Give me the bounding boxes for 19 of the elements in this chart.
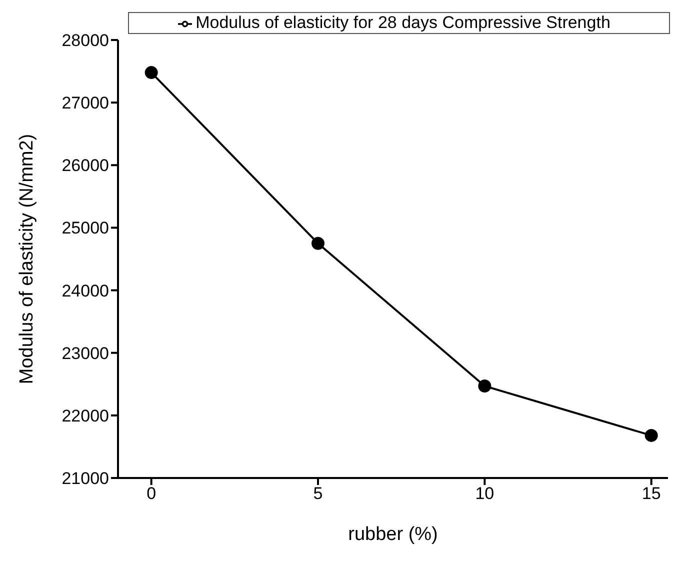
point	[644, 428, 658, 442]
y-tick-label: 21000	[62, 469, 109, 488]
point	[312, 236, 324, 250]
point	[478, 380, 492, 393]
y-tick-label: 24000	[62, 281, 109, 300]
y-tick-label: 28000	[62, 31, 109, 50]
x-axis-title: rubber (%)	[348, 524, 438, 545]
y-tick-label: 23000	[62, 344, 109, 363]
y-tick-label: 25000	[62, 218, 109, 238]
y-axis-title: Modulus of elasticity (N/mm2)	[16, 134, 38, 384]
x-tick-label: 5	[313, 484, 323, 504]
x-tick-label: 0	[146, 484, 156, 504]
x-tick-label: 10	[475, 484, 494, 504]
y-tick-label: 26000	[62, 156, 109, 176]
legend-label: Modulus of elasticity for 28 days Compressive Strength	[196, 13, 610, 32]
point	[144, 66, 158, 80]
y-tick-label: 27000	[62, 94, 109, 113]
y-tick-label: 22000	[62, 406, 109, 426]
x-tick-label: 15	[642, 484, 661, 504]
